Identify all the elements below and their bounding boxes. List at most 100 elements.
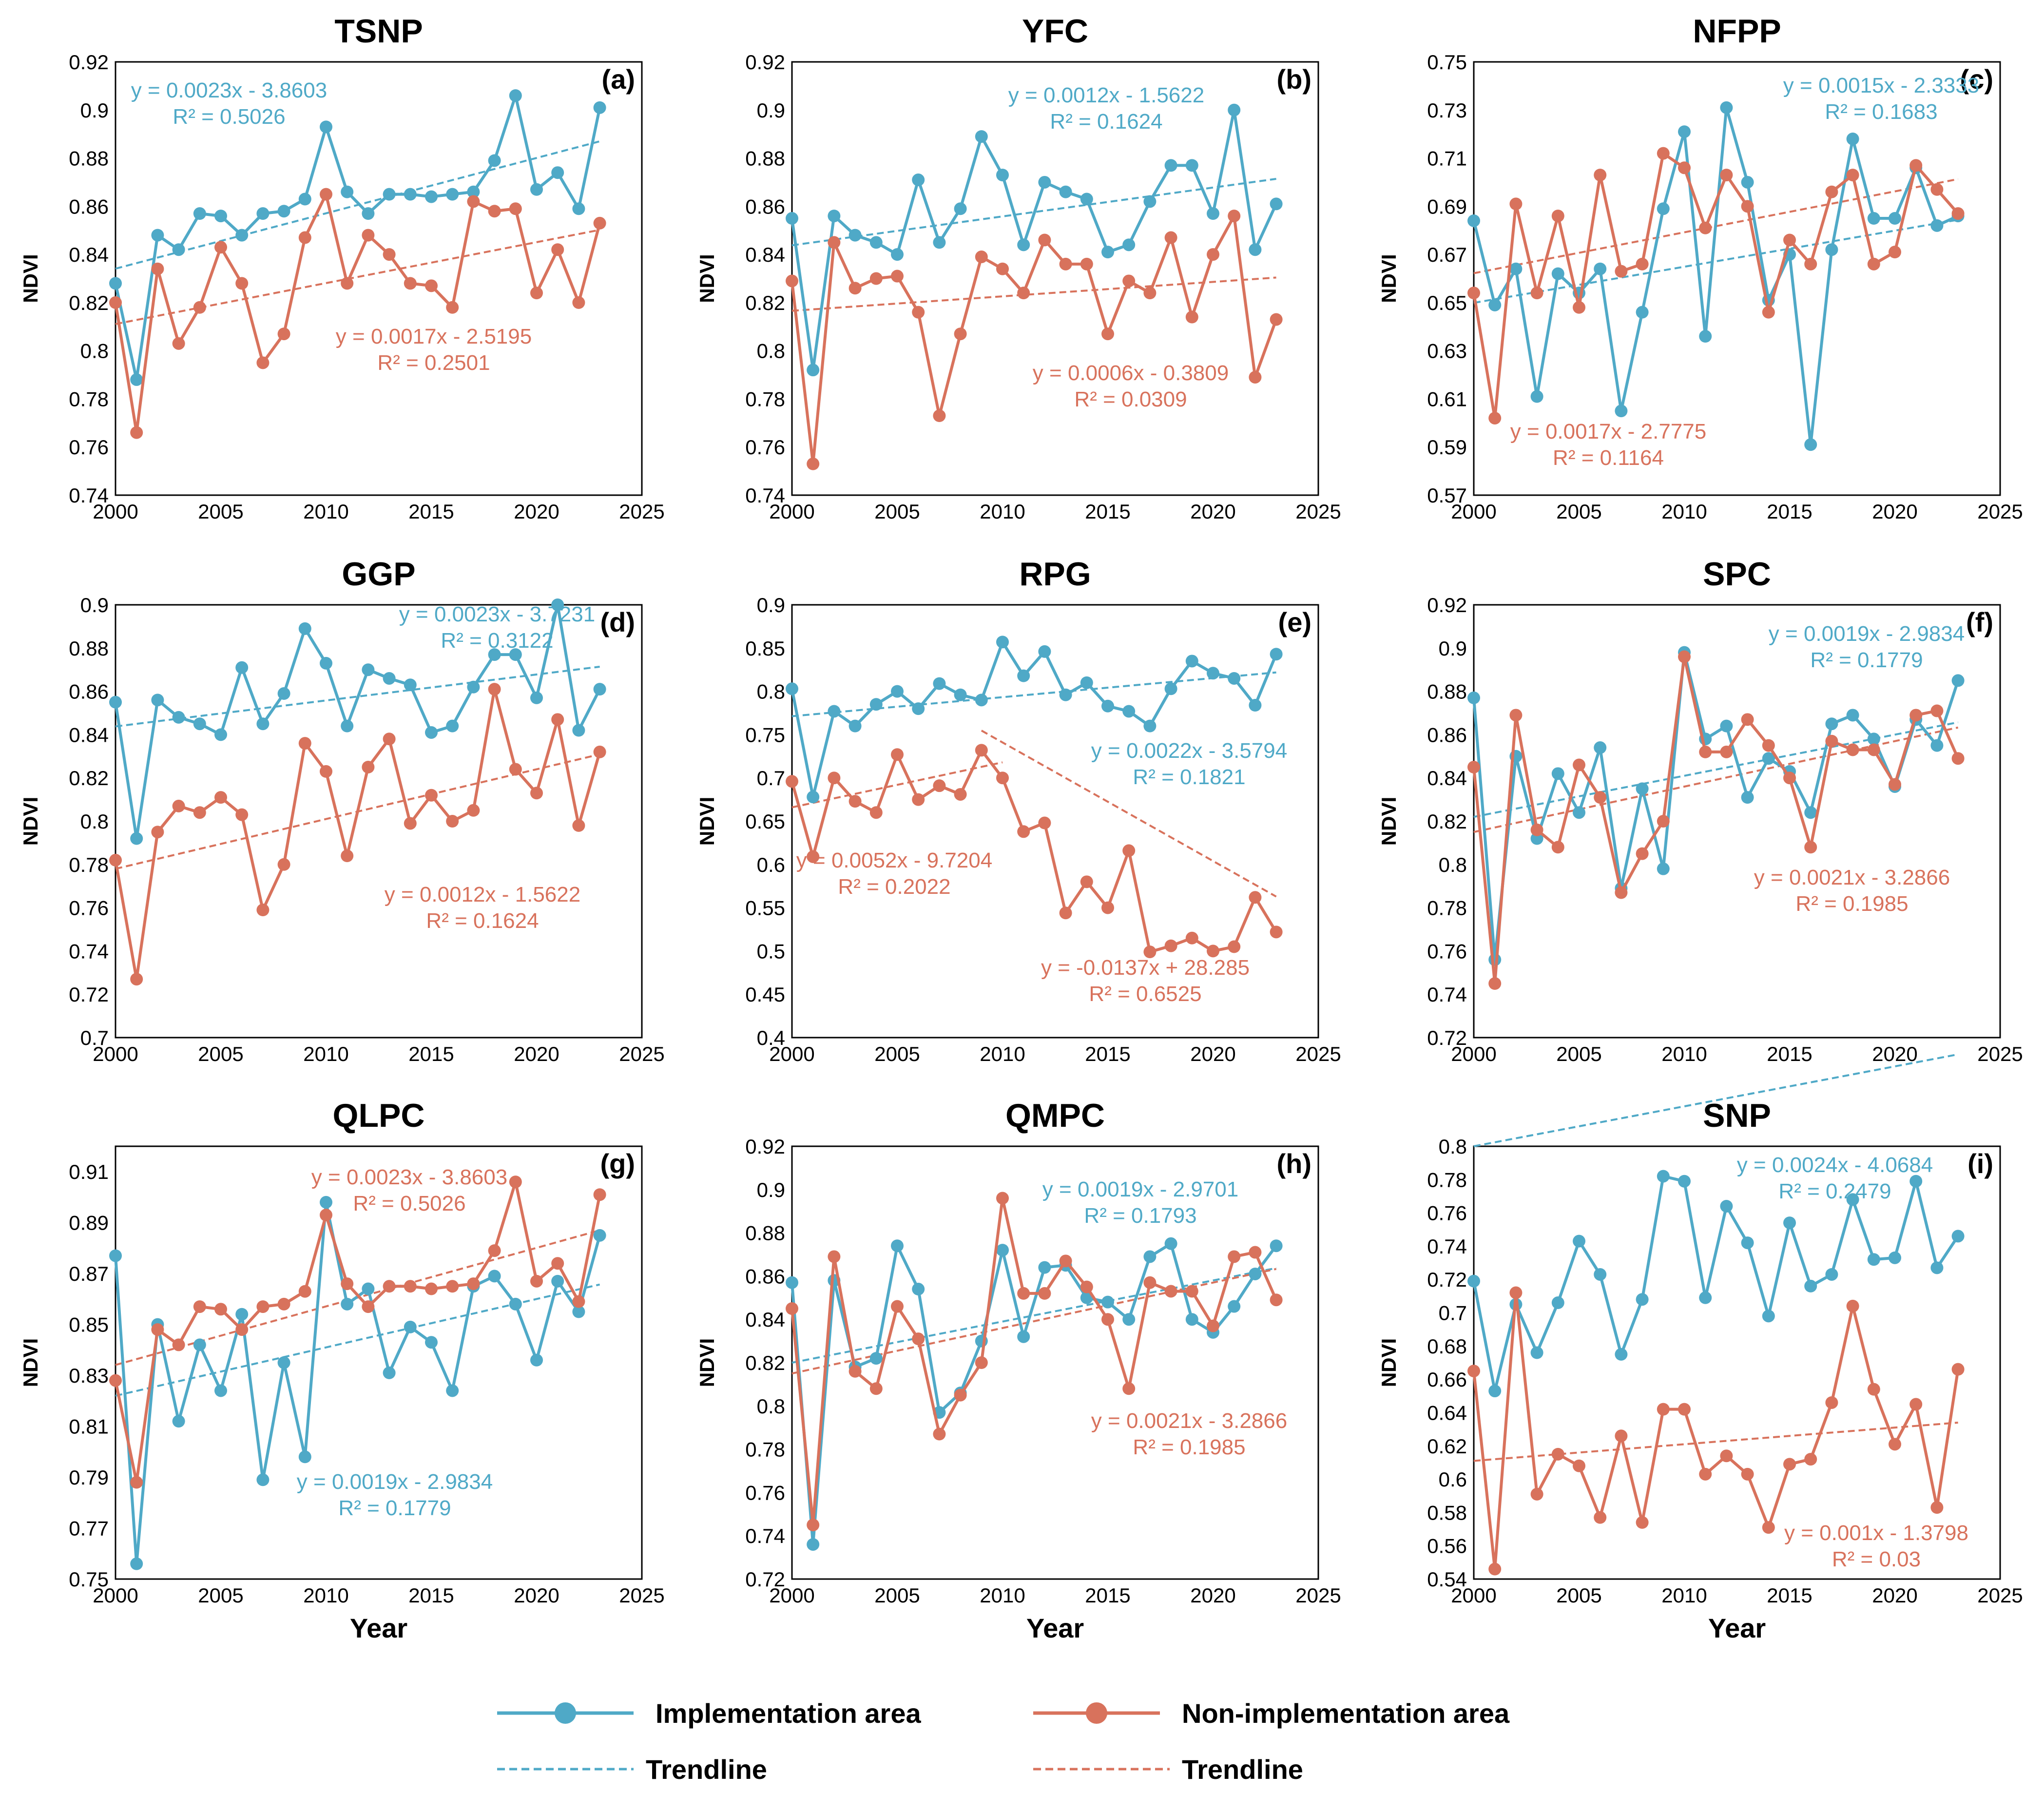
impl-data-point	[1101, 1295, 1114, 1309]
y-tick-label: 0.76	[1427, 1202, 1467, 1225]
non-impl-data-point	[912, 793, 925, 806]
non-impl-series-line	[114, 688, 601, 981]
impl-data-point	[1762, 752, 1775, 765]
x-tick-label: 2010	[303, 1584, 348, 1607]
y-tick-label: 0.74	[1427, 983, 1467, 1006]
non-impl-data-point	[1657, 815, 1670, 828]
impl-data-point	[151, 229, 164, 242]
x-tick-label: 2000	[1451, 500, 1496, 523]
y-tick-label: 0.82	[745, 1351, 785, 1374]
non-impl-data-point	[193, 806, 206, 819]
y-tick-label: 0.72	[1427, 1026, 1467, 1049]
trend-r-squared: R² = 0.1624	[426, 909, 539, 933]
non-impl-data-point	[1122, 844, 1136, 857]
y-tick-label: 0.84	[745, 1308, 785, 1331]
impl-data-point	[109, 695, 122, 709]
non-impl-data-point	[341, 1277, 354, 1291]
impl-trendline	[115, 665, 600, 728]
impl-data-point	[996, 636, 1009, 649]
impl-data-point	[530, 183, 543, 196]
trend-equation: y = 0.0023x - 3.8603	[311, 1165, 507, 1189]
y-axis-label: NDVI	[19, 1338, 42, 1387]
non-impl-data-point	[1249, 1246, 1262, 1259]
impl-data-point	[1615, 1348, 1628, 1361]
impl-data-point	[1488, 1385, 1502, 1398]
non-impl-data-point	[891, 1300, 904, 1313]
non-impl-data-point	[1249, 891, 1262, 904]
y-tick-label: 0.75	[745, 723, 785, 746]
non-impl-data-point	[1762, 739, 1775, 752]
non-impl-data-point	[320, 188, 332, 201]
non-impl-data-point	[1164, 231, 1177, 244]
non-impl-data-point	[1270, 313, 1283, 326]
impl-series-line	[1472, 1175, 1960, 1393]
non-impl-trendline	[981, 730, 1277, 898]
non-impl-data-point	[1185, 1285, 1198, 1298]
impl-data-point	[298, 622, 311, 635]
impl-data-point	[1636, 306, 1649, 319]
trend-equation: y = 0.0019x - 2.9834	[1769, 622, 1965, 646]
y-tick-label: 0.63	[1427, 340, 1467, 363]
impl-data-point	[1080, 1291, 1093, 1304]
impl-data-point	[1270, 1239, 1283, 1253]
non-impl-data-point	[530, 287, 543, 300]
plot-frame	[791, 1145, 1319, 1580]
non-impl-data-point	[1762, 306, 1775, 319]
impl-data-point	[1594, 741, 1607, 754]
non-impl-trendline	[115, 229, 600, 325]
y-tick-label: 0.86	[745, 1265, 785, 1288]
x-tick-label: 2005	[198, 1584, 243, 1607]
impl-data-point	[1889, 1251, 1901, 1264]
non-impl-data-point	[1122, 274, 1136, 288]
impl-data-point	[996, 1244, 1009, 1257]
non-impl-data-point	[1657, 147, 1670, 160]
y-tick-label: 0.76	[69, 897, 109, 920]
non-impl-data-point	[1551, 210, 1564, 223]
x-tick-label: 2005	[874, 1042, 920, 1065]
impl-data-point	[1080, 676, 1093, 689]
non-impl-data-point	[1783, 1458, 1796, 1471]
non-impl-data-point	[869, 272, 883, 285]
impl-data-point	[509, 1297, 522, 1311]
x-tick-label: 2005	[1556, 500, 1601, 523]
non-impl-data-point	[1867, 1383, 1880, 1396]
y-tick-label: 0.72	[1427, 1268, 1467, 1291]
non-impl-data-point	[1909, 709, 1923, 722]
impl-data-point	[807, 364, 820, 377]
trend-r-squared: R² = 0.2479	[1778, 1179, 1891, 1203]
trend-equation: y = 0.0019x - 2.9701	[1042, 1177, 1238, 1201]
y-tick-label: 0.8	[757, 1395, 785, 1418]
y-tick-label: 0.88	[745, 147, 785, 170]
non-impl-data-point	[1017, 287, 1030, 300]
non-impl-data-point	[1678, 161, 1691, 174]
y-tick-label: 0.88	[69, 637, 109, 660]
y-tick-label: 0.75	[1427, 51, 1467, 74]
impl-data-point	[235, 661, 249, 674]
x-tick-label: 2005	[874, 500, 920, 523]
impl-data-point	[1551, 267, 1564, 280]
impl-data-point	[488, 648, 501, 661]
y-tick-label: 0.74	[745, 1524, 785, 1547]
non-impl-data-point	[404, 277, 417, 290]
impl-data-point	[1615, 405, 1628, 418]
non-impl-data-point	[235, 1323, 249, 1336]
non-impl-data-point	[1699, 1467, 1712, 1481]
non-impl-data-point	[1101, 328, 1114, 341]
non-impl-data-point	[593, 216, 606, 230]
impl-data-point	[1678, 1175, 1691, 1188]
legend-non-trend-label: Trendline	[1182, 1754, 1303, 1785]
non-impl-data-point	[130, 1476, 143, 1489]
impl-data-point	[362, 1282, 375, 1295]
y-tick-label: 0.66	[1427, 1368, 1467, 1391]
non-impl-data-point	[1889, 1438, 1901, 1451]
y-tick-label: 0.72	[69, 983, 109, 1006]
impl-data-point	[828, 210, 841, 223]
non-impl-data-point	[1678, 1403, 1691, 1416]
non-impl-data-point	[1636, 257, 1649, 270]
impl-data-point	[828, 705, 841, 718]
non-impl-data-point	[1846, 169, 1859, 182]
impl-data-point	[1228, 1300, 1241, 1313]
y-tick-label: 0.78	[745, 1438, 785, 1461]
impl-data-point	[467, 680, 480, 694]
y-tick-label: 0.92	[1427, 594, 1467, 617]
